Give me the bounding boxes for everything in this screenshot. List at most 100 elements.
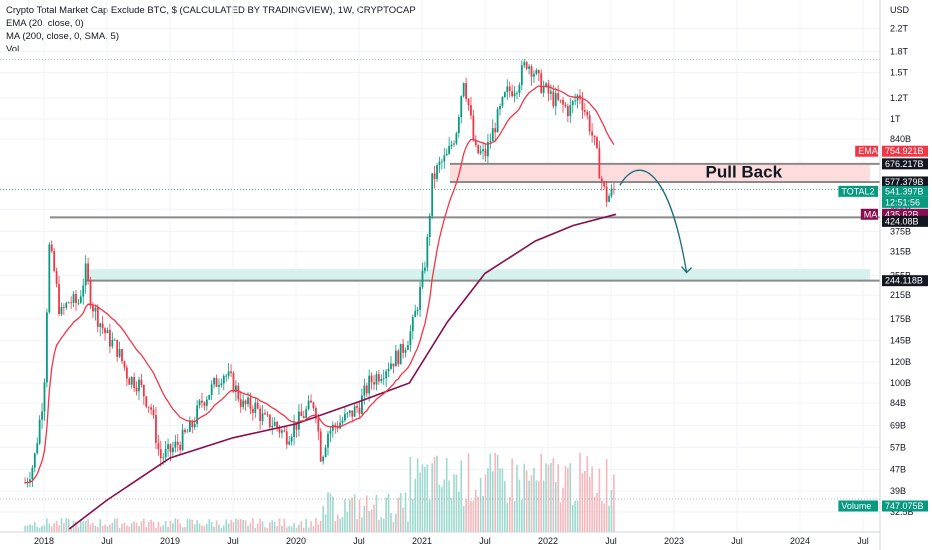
price-tag: MA 435.62B: [860, 208, 928, 220]
volume-bar: [126, 525, 128, 532]
candle-body: [138, 379, 140, 392]
volume-bar: [433, 457, 436, 532]
volume-bar: [288, 525, 291, 532]
candle-body: [598, 147, 601, 179]
volume-bar: [300, 521, 303, 532]
candle-body: [43, 382, 46, 412]
volume-bar: [77, 527, 80, 532]
tag-label: Volume: [841, 501, 871, 511]
candle-body: [172, 447, 174, 453]
candle-body: [220, 383, 223, 386]
volume-bar: [605, 459, 608, 532]
volume-bar: [96, 526, 99, 532]
tag-label-bg: [855, 145, 878, 157]
candle-body: [506, 86, 509, 93]
candle-body: [387, 368, 390, 372]
candle-body: [453, 143, 455, 145]
candle-body: [496, 109, 499, 133]
y-tick-label: 375B: [890, 226, 911, 236]
candle-body: [450, 144, 453, 146]
volume-bar: [472, 500, 475, 532]
candles: [24, 58, 615, 488]
price-axis[interactable]: USD2.2T1.8T1.5T1.2T1T840B455B375B315B255…: [890, 5, 914, 517]
tag-value-bg: [882, 275, 928, 287]
volume-bar: [140, 521, 143, 532]
candle-body: [92, 305, 94, 312]
volume-bar: [145, 527, 148, 532]
y-tick-label: 39B: [890, 486, 906, 496]
volume-bar: [235, 518, 237, 532]
volume-bar: [458, 492, 460, 532]
volume-bar: [426, 464, 429, 532]
volume-bar: [121, 523, 123, 532]
candle-body: [583, 110, 586, 112]
candle-body: [109, 330, 111, 347]
candle-body: [169, 444, 172, 453]
volume-bar: [213, 526, 215, 532]
volume-bar: [176, 519, 179, 532]
tag-value-bg: [882, 176, 928, 188]
volume-bar: [46, 518, 48, 532]
candle-body: [322, 456, 325, 462]
volume-bar: [518, 479, 521, 532]
candle-body: [227, 371, 230, 376]
candle-body: [474, 140, 477, 145]
candle-body: [164, 449, 167, 458]
candle-body: [70, 302, 73, 304]
candle-body: [346, 412, 349, 414]
volume-bar: [511, 458, 513, 532]
candle-body: [443, 155, 446, 162]
volume-bar: [155, 527, 157, 532]
candle-body: [409, 331, 412, 346]
volume-bar: [341, 516, 344, 532]
volume-bar: [247, 525, 249, 532]
candle-body: [298, 411, 300, 430]
volume-bar: [491, 471, 494, 532]
volume-bar: [521, 499, 523, 532]
ma-line: [68, 213, 617, 530]
volume-bar: [152, 521, 155, 532]
candle-body: [319, 431, 322, 462]
candle-body: [273, 421, 276, 426]
candle-body: [128, 378, 131, 385]
volume-bar: [584, 471, 586, 532]
volume-bar: [450, 497, 453, 532]
volume-bar: [344, 499, 346, 532]
volume-bar: [530, 475, 533, 532]
volume-bar: [482, 495, 484, 532]
candle-body: [448, 145, 451, 154]
candle-body: [525, 62, 528, 69]
volume-bar: [525, 470, 528, 532]
volume-bar: [537, 481, 540, 532]
volume-bar: [319, 520, 322, 532]
volume-bar: [336, 514, 339, 532]
legend-vol: Vol: [6, 44, 20, 55]
volume-bar: [600, 500, 603, 532]
candle-body: [133, 376, 136, 388]
y-tick-label: 175B: [890, 314, 911, 324]
volume-bar: [339, 518, 341, 532]
volume-bar: [610, 490, 613, 532]
candle-body: [416, 309, 419, 311]
candle-body: [79, 296, 82, 303]
volume-bar: [230, 519, 232, 532]
candle-body: [251, 408, 254, 413]
volume-bar: [513, 501, 516, 532]
candle-body: [380, 378, 383, 382]
volume-bar: [70, 526, 72, 532]
candle-body: [210, 384, 213, 395]
time-axis[interactable]: 2018 Jul 2019 Jul 2020 Jul 2021 Jul 2022 Jul 2023 J…: [0, 0, 881, 550]
candle-body: [334, 424, 337, 427]
volume-bar: [295, 527, 298, 532]
candle-body: [397, 350, 400, 365]
candle-body: [33, 453, 36, 468]
candle-body: [392, 363, 395, 367]
candle-body: [285, 431, 288, 445]
x-tick-label: Jul: [227, 536, 239, 546]
candle-body: [271, 425, 274, 428]
tag-value: 435.62B: [885, 209, 919, 219]
candle-body: [41, 411, 43, 420]
tag-label-bg: [838, 500, 878, 512]
candle-body: [365, 385, 368, 394]
